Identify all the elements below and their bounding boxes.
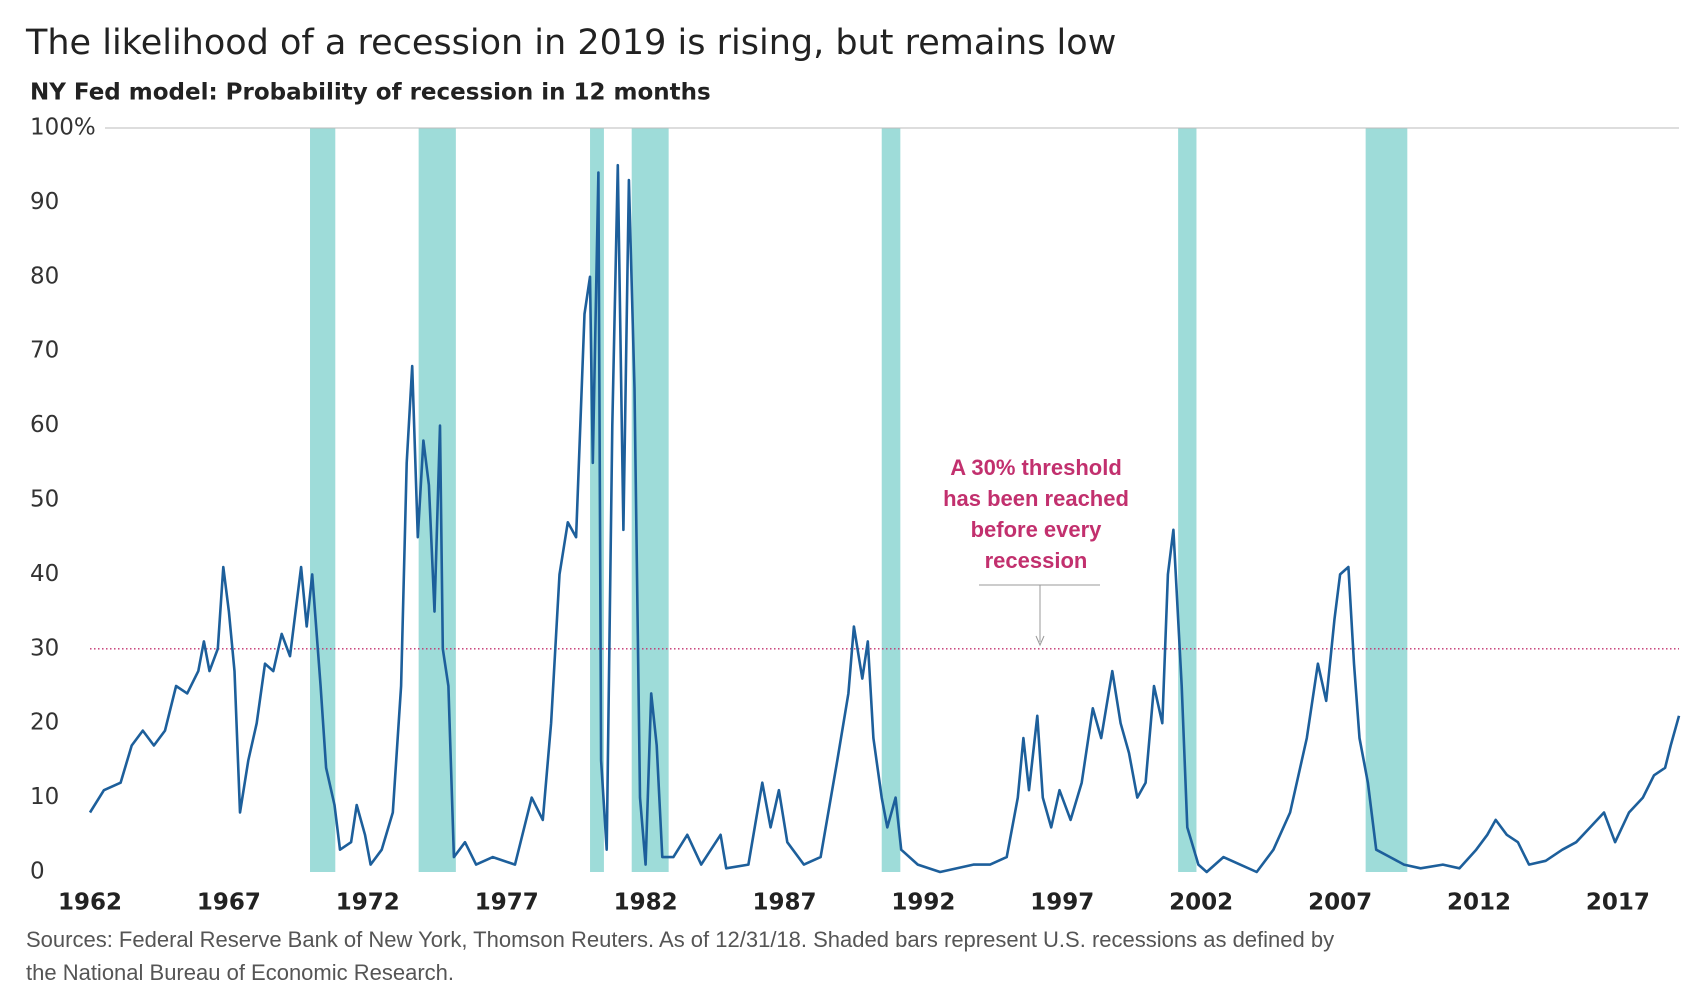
x-tick-label: 1982: [614, 890, 678, 916]
x-tick-label: 2012: [1447, 890, 1511, 916]
footnote: the National Bureau of Economic Research…: [26, 960, 454, 985]
chart-subtitle: NY Fed model: Probability of recession i…: [30, 80, 711, 106]
chart-title: The likelihood of a recession in 2019 is…: [25, 23, 1116, 63]
recession-band: [881, 128, 901, 872]
x-tick-label: 1962: [58, 890, 122, 916]
y-tick-label: 50: [30, 487, 59, 513]
y-tick-label: 100%: [30, 115, 96, 141]
y-tick-label: 40: [30, 561, 59, 587]
x-tick-label: 1972: [336, 890, 400, 916]
data-line: [88, 163, 1681, 874]
y-tick-label: 90: [30, 189, 59, 215]
x-tick-label: 1967: [197, 890, 261, 916]
y-tick-label: 70: [30, 338, 59, 364]
x-tick-label: 2017: [1586, 890, 1650, 916]
recession-band: [1178, 128, 1197, 872]
arrow-head: [1035, 635, 1045, 647]
recession-band: [310, 128, 336, 872]
x-tick-label: 2007: [1308, 890, 1372, 916]
footnote: Sources: Federal Reserve Bank of New Yor…: [26, 927, 1334, 952]
annotation: A 30% threshold: [950, 455, 1122, 480]
x-tick-label: 1977: [475, 890, 539, 916]
x-tick-label: 2002: [1169, 890, 1233, 916]
y-tick-label: 30: [30, 635, 59, 661]
x-tick-label: 1997: [1030, 890, 1094, 916]
y-tick-label: 10: [30, 784, 59, 810]
y-tick-label: 60: [30, 412, 59, 438]
plot-area: 0 10 20 30 40 50 60 70 80 90 100% 1962 1967 1972 1977 1…: [30, 115, 1681, 916]
x-tick-label: 1987: [752, 890, 816, 916]
annotation: has been reached: [943, 486, 1129, 511]
annotation: recession: [985, 548, 1088, 573]
annotation: before every: [971, 517, 1103, 542]
y-tick-label: 0: [30, 859, 45, 885]
x-tick-label: 1992: [891, 890, 955, 916]
y-tick-label: 80: [30, 263, 59, 289]
recession-band: [1365, 128, 1408, 872]
y-tick-label: 20: [30, 710, 59, 736]
